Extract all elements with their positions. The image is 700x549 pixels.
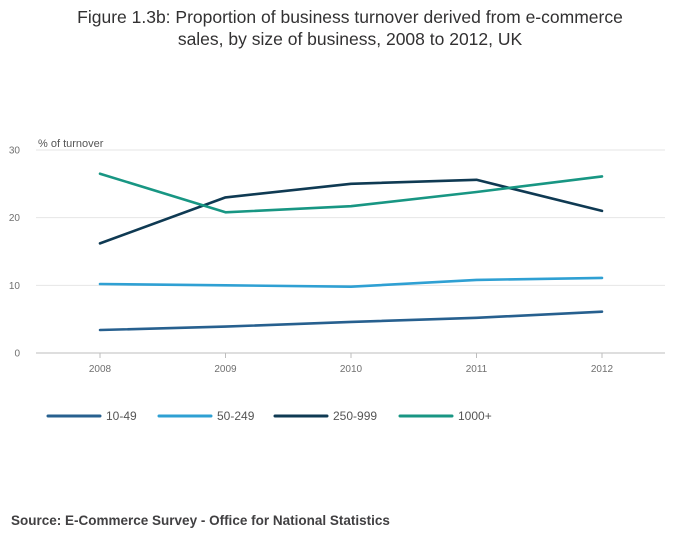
x-tick-label: 2008 xyxy=(89,364,112,375)
legend-label: 250-999 xyxy=(333,409,377,423)
y-axis-ticks: 0 10 20 30 xyxy=(9,146,21,360)
legend-label: 50-249 xyxy=(217,409,255,423)
x-tick-label: 2010 xyxy=(340,364,363,375)
y-axis-label: % of turnover xyxy=(38,138,104,150)
legend: 10-49 50-249 250-999 1000+ xyxy=(46,409,492,423)
y-tick-label: 20 xyxy=(9,213,21,224)
series-line-10-49 xyxy=(98,310,604,332)
x-tick-label: 2012 xyxy=(591,364,614,375)
y-tick-label: 0 xyxy=(14,349,20,360)
series-line-50-249 xyxy=(98,276,604,289)
x-axis-ticks: 2008 2009 2010 2011 2012 xyxy=(89,353,614,375)
series-line-250-999 xyxy=(98,178,604,245)
x-tick-label: 2009 xyxy=(214,364,237,375)
legend-label: 1000+ xyxy=(458,409,492,423)
x-tick-label: 2011 xyxy=(466,364,488,375)
series-line-1000+ xyxy=(98,172,604,214)
y-tick-label: 10 xyxy=(9,281,21,292)
chart-title: Figure 1.3b: Proportion of business turn… xyxy=(0,6,700,50)
series-lines xyxy=(98,172,604,332)
y-tick-label: 30 xyxy=(9,146,21,157)
chart-title-line-2: sales, by size of business, 2008 to 2012… xyxy=(177,29,523,49)
legend-label: 10-49 xyxy=(106,409,137,423)
source-note: Source: E-Commerce Survey - Office for N… xyxy=(11,513,390,528)
chart-title-line-1: Figure 1.3b: Proportion of business turn… xyxy=(77,7,623,27)
